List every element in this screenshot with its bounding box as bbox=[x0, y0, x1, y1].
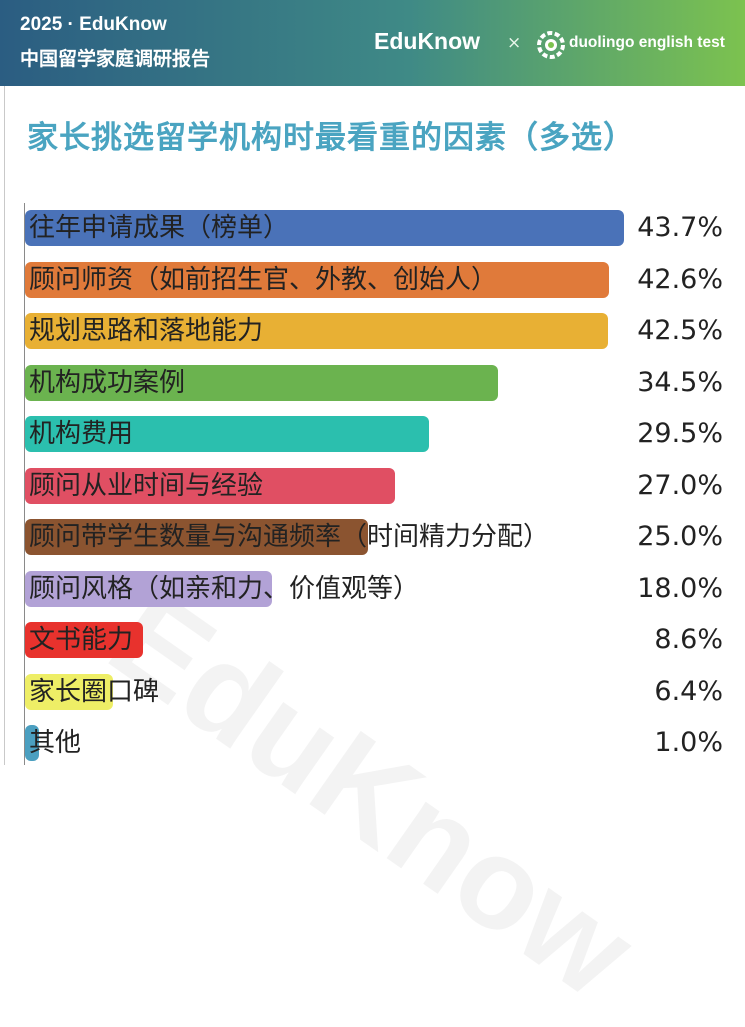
value-label: 43.7% bbox=[637, 212, 723, 243]
bar bbox=[25, 261, 609, 298]
bar bbox=[25, 570, 272, 607]
category-label: 其他 bbox=[29, 728, 82, 758]
report-subtitle: 中国留学家庭调研报告 bbox=[20, 48, 211, 70]
chart-title: 家长挑选留学机构时最看重的因素（多选） bbox=[27, 120, 635, 156]
page-edge-line bbox=[4, 86, 5, 765]
bar bbox=[25, 467, 396, 504]
bar bbox=[25, 210, 624, 246]
y-axis-line bbox=[24, 203, 25, 765]
bar bbox=[25, 725, 39, 761]
value-label: 8.6% bbox=[654, 624, 723, 655]
bar bbox=[25, 416, 430, 452]
bar bbox=[25, 519, 368, 555]
duolingo-logo-text: duolingo english test bbox=[569, 34, 725, 51]
bar bbox=[25, 364, 498, 401]
category-label: 顾问风格（如亲和力、价值观等） bbox=[29, 573, 420, 604]
category-label: 机构成功案例 bbox=[29, 367, 186, 398]
category-label: 顾问师资（如前招生官、外教、创始人） bbox=[29, 264, 498, 295]
report-year: 2025 · EduKnow bbox=[20, 14, 167, 35]
value-label: 25.0% bbox=[637, 521, 723, 552]
value-label: 34.5% bbox=[637, 366, 723, 398]
bar-chart: 往年申请成果（榜单） 43.7% 顾问师资（如前招生官、外教、创始人） 42.6% 规划… bbox=[25, 210, 723, 761]
category-label: 机构费用 bbox=[29, 419, 134, 449]
bar bbox=[25, 622, 143, 658]
value-label: 42.6% bbox=[637, 263, 723, 295]
header-banner: 2025 · EduKnow 中国留学家庭调研报告 EduKnow × duol… bbox=[0, 0, 745, 86]
bar bbox=[25, 313, 608, 349]
category-label: 顾问带学生数量与沟通频率（时间精力分配） bbox=[29, 522, 550, 552]
category-label: 顾问从业时间与经验 bbox=[29, 470, 264, 501]
value-label: 29.5% bbox=[637, 418, 723, 449]
bar bbox=[25, 673, 113, 710]
category-label: 规划思路和落地能力 bbox=[29, 316, 264, 346]
value-label: 18.0% bbox=[637, 572, 723, 604]
category-label: 家长圈口碑 bbox=[29, 676, 160, 707]
category-label: 文书能力 bbox=[29, 625, 134, 655]
value-label: 1.0% bbox=[654, 727, 723, 758]
value-label: 6.4% bbox=[654, 675, 723, 707]
value-label: 27.0% bbox=[637, 469, 723, 501]
eduknow-logo: EduKnow bbox=[374, 28, 481, 54]
category-label: 往年申请成果（榜单） bbox=[29, 213, 290, 243]
partner-separator: × bbox=[507, 33, 522, 53]
duolingo-owl-icon bbox=[537, 31, 565, 59]
value-label: 42.5% bbox=[637, 315, 723, 346]
